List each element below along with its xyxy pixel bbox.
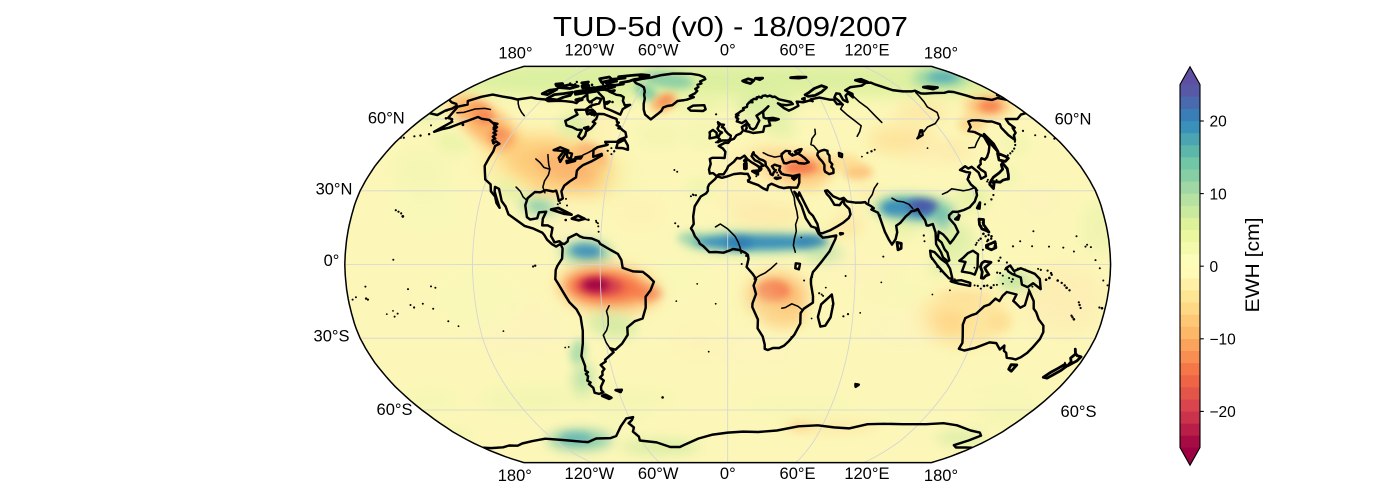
- svg-text:60°E: 60°E: [780, 465, 816, 483]
- svg-text:60°S: 60°S: [1061, 403, 1097, 421]
- svg-text:0°: 0°: [720, 465, 736, 483]
- svg-text:0°: 0°: [324, 252, 340, 270]
- svg-text:60°E: 60°E: [780, 42, 816, 60]
- svg-text:10: 10: [1210, 186, 1228, 203]
- svg-text:TUD-5d (v0) - 18/09/2007: TUD-5d (v0) - 18/09/2007: [553, 11, 908, 42]
- svg-text:−20: −20: [1210, 404, 1237, 421]
- svg-text:EWH [cm]: EWH [cm]: [1242, 218, 1264, 313]
- svg-text:30°S: 30°S: [314, 328, 350, 346]
- svg-text:−10: −10: [1210, 332, 1237, 349]
- svg-text:120°W: 120°W: [565, 42, 615, 60]
- svg-text:180°: 180°: [498, 44, 532, 62]
- svg-text:60°W: 60°W: [638, 42, 679, 60]
- svg-text:0: 0: [1210, 259, 1219, 276]
- svg-text:60°N: 60°N: [368, 110, 405, 128]
- svg-text:180°: 180°: [498, 467, 532, 485]
- svg-text:180°: 180°: [924, 467, 958, 485]
- svg-text:120°E: 120°E: [844, 42, 889, 60]
- svg-text:180°: 180°: [924, 44, 958, 62]
- svg-text:30°N: 30°N: [316, 181, 353, 199]
- svg-text:120°W: 120°W: [565, 465, 615, 483]
- svg-text:60°W: 60°W: [638, 465, 679, 483]
- svg-text:60°N: 60°N: [1055, 111, 1092, 129]
- svg-text:120°E: 120°E: [844, 465, 889, 483]
- svg-text:20: 20: [1210, 114, 1228, 131]
- svg-text:60°S: 60°S: [377, 401, 413, 419]
- svg-text:0°: 0°: [720, 42, 736, 60]
